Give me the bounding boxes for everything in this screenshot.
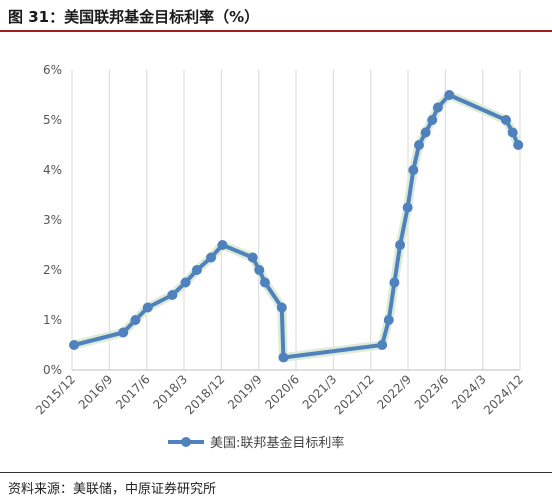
- data-point: [217, 240, 228, 250]
- data-point: [259, 277, 270, 288]
- y-tick-label: 4%: [43, 163, 62, 177]
- y-tick-label: 1%: [43, 313, 62, 327]
- data-point: [69, 340, 80, 350]
- source-note: 资料来源：美联储，中原证券研究所: [8, 482, 217, 497]
- x-tick-label: 2015/12: [33, 372, 78, 417]
- data-point: [420, 127, 431, 138]
- y-tick-label: 3%: [43, 213, 62, 227]
- x-tick-label: 2019/9: [225, 372, 265, 412]
- data-point: [507, 127, 518, 138]
- line-chart: 0% 1% 2% 3% 4% 5% 6% 2015/122016/92017/62018/3…: [33, 63, 526, 451]
- series-group: [69, 90, 524, 363]
- data-point: [254, 265, 265, 275]
- x-tick-label: 2024/12: [481, 372, 526, 417]
- data-point: [389, 277, 400, 288]
- data-point: [432, 102, 443, 113]
- data-point: [383, 315, 394, 325]
- figure-title: 图 31：美国联邦基金目标利率（%）: [8, 8, 260, 26]
- x-tick-label: 2022/9: [374, 372, 414, 412]
- x-tick-label: 2016/9: [76, 372, 116, 412]
- legend-label: 美国:联邦基金目标利率: [210, 435, 344, 451]
- data-point: [130, 315, 141, 325]
- data-point: [408, 165, 419, 175]
- grid-lines: [71, 70, 521, 370]
- y-axis-ticks: 0% 1% 2% 3% 4% 5% 6%: [43, 63, 62, 377]
- data-point: [377, 340, 388, 350]
- y-tick-label: 6%: [43, 63, 62, 77]
- y-tick-label: 5%: [43, 113, 62, 127]
- data-point: [191, 265, 202, 275]
- data-point: [278, 352, 289, 363]
- legend-marker-swatch: [181, 437, 191, 447]
- data-point: [414, 140, 425, 150]
- data-point: [118, 327, 129, 338]
- data-point: [395, 240, 406, 250]
- data-point: [276, 302, 287, 313]
- data-point: [444, 90, 455, 100]
- data-point: [513, 140, 524, 150]
- data-point: [427, 115, 438, 125]
- data-point: [167, 290, 178, 300]
- data-point: [500, 115, 511, 125]
- data-point: [402, 202, 413, 213]
- y-tick-label: 2%: [43, 263, 62, 277]
- x-tick-label: 2017/6: [113, 372, 153, 412]
- title-rule: [0, 30, 552, 32]
- data-point: [180, 277, 191, 288]
- data-point: [206, 252, 217, 263]
- y-tick-label: 0%: [43, 363, 62, 377]
- x-tick-label: 2020/6: [262, 372, 302, 412]
- legend: 美国:联邦基金目标利率: [168, 435, 344, 451]
- x-axis-ticks: 2015/122016/92017/62018/32018/122019/920…: [33, 372, 526, 417]
- x-tick-label: 2023/6: [412, 372, 452, 412]
- data-point: [247, 252, 258, 263]
- series-line: [72, 93, 521, 360]
- x-tick-label: 2018/12: [182, 372, 227, 417]
- footer-rule: [0, 472, 552, 473]
- x-tick-label: 2021/12: [332, 372, 377, 417]
- data-point: [142, 302, 153, 313]
